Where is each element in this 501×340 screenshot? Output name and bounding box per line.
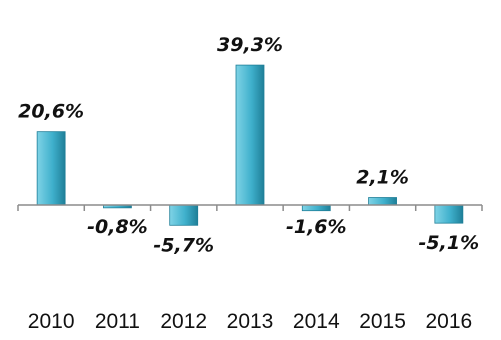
bars-group [36,64,464,226]
x-tick-label-2014: 2014 [293,310,340,333]
x-tick-label-2011: 2011 [95,310,140,333]
x-tick-label-2012: 2012 [160,310,207,333]
x-tick-label-2010: 2010 [28,310,75,333]
data-label-2014: -1,6% [286,216,347,238]
data-label-2013: 39,3% [217,34,283,56]
data-labels-group: 20,6% -0,8%-5,7% 39,3% -1,6% 2,1% -5,1% [18,34,479,256]
bar-2016 [434,204,464,224]
data-label-2016: -5,1% [419,232,480,254]
bar-2013 [235,64,265,206]
bar-2015 [368,197,397,206]
x-tick-label-2015: 2015 [359,310,406,333]
data-label-2012: -5,7% [153,234,214,256]
bar-2010 [36,131,66,206]
bar-2012 [169,204,199,226]
data-label-2010: 20,6% [18,101,84,123]
x-tick-labels-group: 2010 2011 2012 2013 2014 2015 2016 [28,310,472,333]
data-label-2011: -0,8% [87,216,148,238]
data-label-2015: 2,1% [356,167,409,189]
x-tick-label-2013: 2013 [227,310,274,333]
bar-2014 [301,204,331,212]
x-tick-label-2016: 2016 [425,310,472,333]
x-axis-ticks [17,205,483,211]
